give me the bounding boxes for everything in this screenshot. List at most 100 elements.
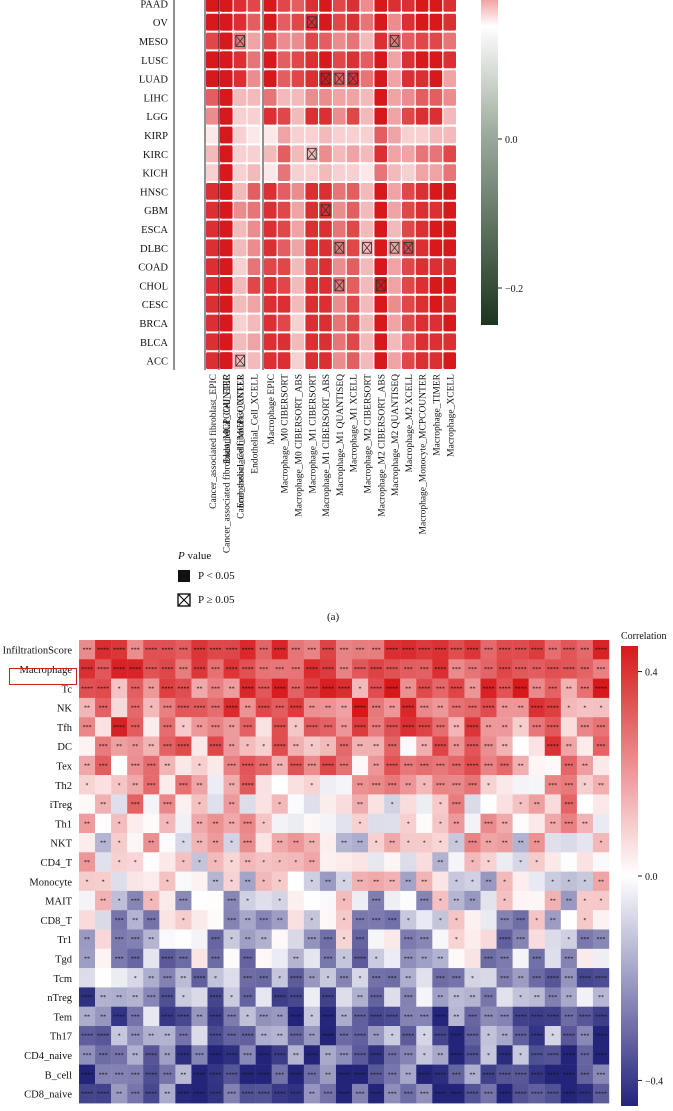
heatmap-cell-a	[220, 220, 233, 238]
heatmap-cell-b	[480, 813, 497, 834]
significance-stars: ***	[131, 1014, 140, 1020]
heatmap-cell-b	[480, 717, 497, 737]
significance-stars: ***	[452, 763, 461, 769]
heatmap-cell-b	[175, 987, 192, 1007]
heatmap-cell-a	[220, 70, 233, 87]
heatmap-cell-b	[239, 640, 256, 660]
heatmap-cell-b	[271, 833, 288, 853]
heatmap-cell-b	[223, 775, 240, 795]
heatmap-cell-b	[352, 659, 369, 679]
significance-stars: *	[359, 976, 362, 982]
heatmap-cell-a	[291, 352, 305, 369]
significance-stars: ***	[580, 648, 589, 654]
filled-square-icon	[178, 570, 190, 582]
heatmap-cell-a	[247, 164, 261, 181]
heatmap-cell-b	[191, 1026, 208, 1046]
significance-stars: ***	[243, 976, 252, 982]
heatmap-cell-b	[560, 948, 578, 969]
heatmap-cell-b	[432, 1083, 449, 1104]
heatmap-cell-b	[271, 755, 288, 776]
heatmap-cell-a	[333, 13, 346, 31]
significance-stars: **	[164, 1092, 170, 1098]
heatmap-cell-a	[429, 201, 443, 219]
heatmap-cell-b	[319, 1064, 337, 1085]
significance-stars: *	[294, 725, 297, 731]
significance-stars: *	[118, 783, 121, 789]
heatmap-cell-a	[346, 295, 360, 313]
heatmap-cell-b	[111, 775, 128, 795]
ns-marker-box	[334, 72, 345, 85]
heatmap-cell-a	[277, 145, 291, 163]
significance-stars: ****	[210, 744, 222, 750]
heatmap-cell-b	[464, 1026, 481, 1046]
heatmap-cell-b	[384, 678, 401, 699]
significance-stars: **	[469, 899, 475, 905]
heatmap-cell-a	[247, 333, 261, 351]
heatmap-cell-b	[464, 775, 481, 795]
row-label-b: InfiltrationScore	[3, 646, 73, 657]
heatmap-cell-b	[368, 871, 385, 892]
significance-stars: ****	[386, 648, 398, 654]
heatmap-cell-b	[512, 813, 529, 834]
heatmap-cell-b	[271, 736, 288, 756]
legend-item-not-significant: P ≥ 0.05	[177, 590, 235, 610]
significance-stars: ****	[161, 1014, 173, 1020]
significance-stars: *	[583, 783, 586, 789]
heatmap-cell-b	[432, 871, 449, 892]
heatmap-cell-a	[374, 89, 387, 106]
significance-stars: ****	[193, 1072, 205, 1078]
significance-stars: ***	[500, 976, 509, 982]
heatmap-cell-b	[255, 697, 272, 718]
heatmap-cell-b	[512, 755, 529, 776]
significance-stars: ***	[131, 956, 140, 962]
significance-stars: ****	[242, 667, 254, 673]
significance-stars: ***	[227, 1014, 236, 1020]
heatmap-cell-b	[319, 659, 337, 679]
heatmap-cell-a	[388, 201, 401, 219]
heatmap-cell-a	[305, 183, 318, 200]
significance-stars: *	[439, 821, 442, 827]
heatmap-cell-a	[346, 220, 360, 238]
significance-stars: ****	[97, 648, 109, 654]
heatmap-cell-b	[287, 755, 305, 776]
heatmap-cell-b	[159, 1064, 176, 1085]
heatmap-cell-b	[255, 736, 272, 756]
significance-stars: ***	[580, 686, 589, 692]
significance-stars: ***	[404, 763, 413, 769]
heatmap-cell-b	[319, 833, 337, 853]
heatmap-cell-a	[206, 164, 219, 181]
heatmap-cell-b	[159, 1026, 176, 1046]
heatmap-cell-b	[560, 987, 578, 1007]
row-label-a: LIHC	[144, 93, 169, 104]
significance-stars: ***	[436, 976, 445, 982]
heatmap-cell-b	[384, 659, 401, 679]
row-label-a: OV	[153, 18, 169, 29]
heatmap-cell-b	[79, 755, 96, 776]
significance-stars: ****	[242, 1072, 254, 1078]
significance-stars: ***	[404, 1053, 413, 1059]
significance-stars: *	[166, 879, 169, 885]
significance-stars: **	[116, 744, 122, 750]
heatmap-cell-b	[368, 890, 385, 911]
heatmap-cell-a	[346, 258, 360, 275]
significance-stars: ****	[210, 1053, 222, 1059]
significance-stars: **	[550, 821, 556, 827]
heatmap-cell-b	[480, 987, 497, 1007]
heatmap-cell-b	[496, 755, 513, 776]
heatmap-cell-b	[223, 987, 240, 1007]
heatmap-cell-b	[560, 697, 578, 718]
heatmap-cell-b	[287, 852, 305, 872]
heatmap-cell-b	[448, 1083, 465, 1104]
heatmap-cell-b	[352, 833, 369, 853]
heatmap-cell-a	[415, 277, 429, 294]
significance-stars: ****	[450, 1053, 462, 1059]
significance-stars: ****	[354, 667, 366, 673]
significance-stars: **	[325, 1053, 331, 1059]
heatmap-cell-a	[319, 352, 332, 369]
significance-stars: ***	[227, 918, 236, 924]
heatmap-cell-b	[143, 1045, 160, 1065]
significance-stars: **	[84, 821, 90, 827]
heatmap-cell-a	[346, 239, 360, 257]
heatmap-cell-b	[592, 1006, 610, 1027]
heatmap-cell-a	[206, 107, 219, 125]
